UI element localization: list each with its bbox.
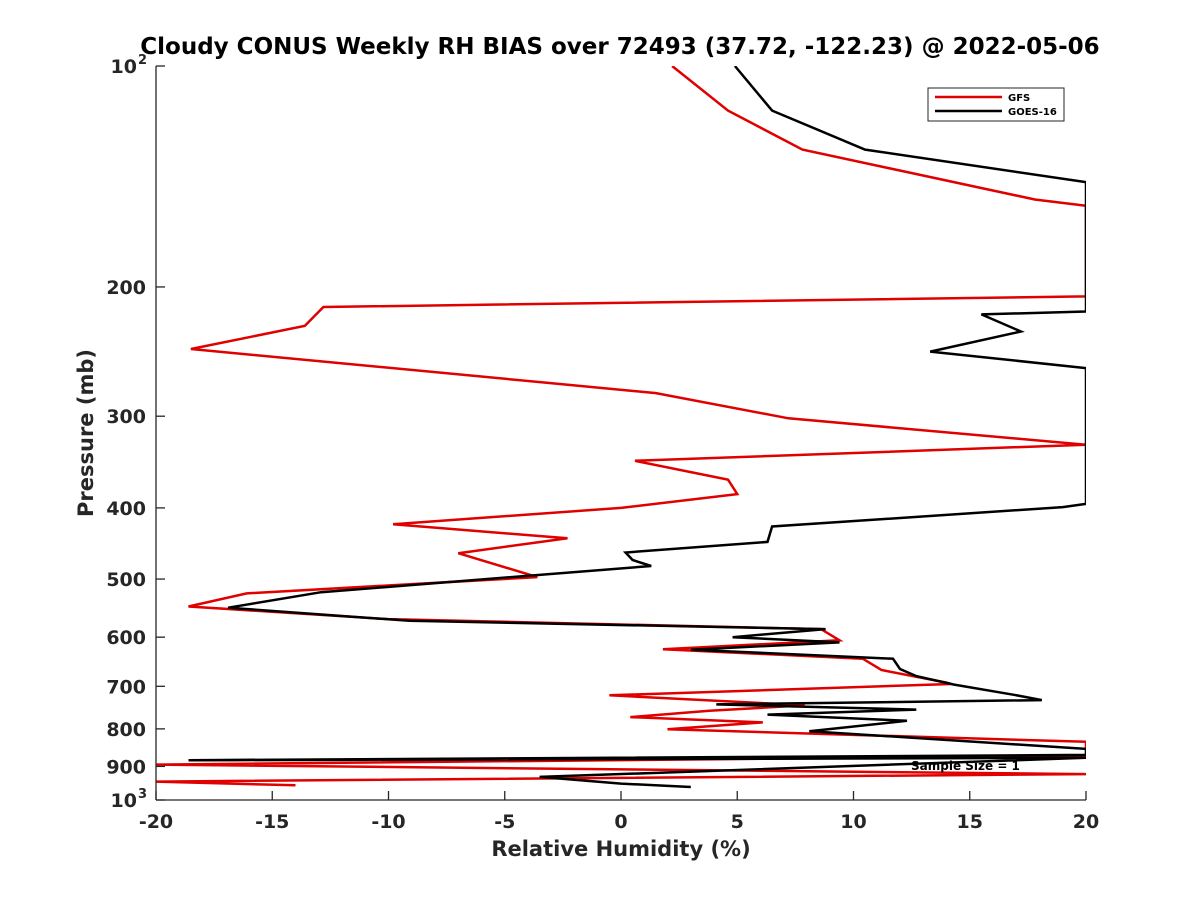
- y-tick-label: 800: [106, 719, 146, 741]
- y-tick-exponent: 2: [138, 53, 147, 68]
- x-tick-label: 5: [731, 811, 744, 833]
- y-tick-label: 400: [106, 498, 146, 520]
- x-tick-label: -5: [494, 811, 515, 833]
- x-tick-label: -10: [371, 811, 405, 833]
- x-tick-label: 10: [840, 811, 866, 833]
- legend-label-gfs: GFS: [1008, 93, 1030, 104]
- legend-label-goes16: GOES-16: [1008, 107, 1057, 118]
- series-layer: [156, 66, 1086, 789]
- sample-size-annotation: Sample Size = 1: [911, 759, 1020, 773]
- x-tick-label: 15: [957, 811, 983, 833]
- series-line-goes16: [188, 66, 1086, 789]
- y-tick-label: 10: [111, 790, 137, 812]
- y-tick-label: 900: [106, 756, 146, 778]
- series-line-gfs: [156, 66, 1086, 787]
- y-tick-label: 200: [106, 277, 146, 299]
- x-tick-label: 0: [614, 811, 627, 833]
- y-tick-label: 600: [106, 627, 146, 649]
- plot-background: [156, 66, 1086, 800]
- legend-box: [927, 87, 1065, 122]
- legend: GFS GOES-16: [927, 87, 1065, 122]
- y-tick-label: 300: [106, 406, 146, 428]
- x-axis-ticks: -20 -15 -10 -5 0 5 10 15 20: [139, 791, 1099, 833]
- y-tick-label: 700: [106, 676, 146, 698]
- x-tick-label: -15: [255, 811, 289, 833]
- x-tick-label: 20: [1073, 811, 1099, 833]
- y-tick-label: 500: [106, 569, 146, 591]
- chart-title: Cloudy CONUS Weekly RH BIAS over 72493 (…: [140, 34, 1099, 60]
- plot-area: [155, 66, 1086, 801]
- x-tick-label: -20: [139, 811, 173, 833]
- y-tick-label: 10: [111, 56, 137, 78]
- y-axis-label: Pressure (mb): [74, 349, 98, 517]
- y-tick-exponent: 3: [138, 787, 147, 802]
- x-axis-label: Relative Humidity (%): [491, 837, 750, 861]
